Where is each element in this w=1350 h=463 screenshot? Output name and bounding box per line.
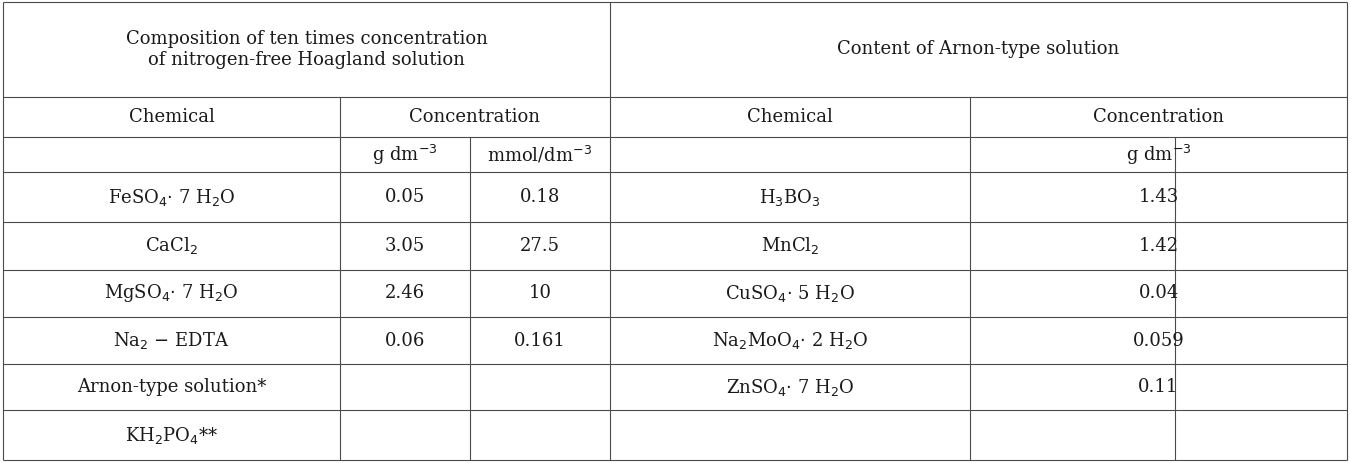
Text: CuSO$_4$$\cdot$ 5 H$_2$O: CuSO$_4$$\cdot$ 5 H$_2$O <box>725 283 855 304</box>
Text: Composition of ten times concentration
of nitrogen-free Hoagland solution: Composition of ten times concentration o… <box>126 30 487 69</box>
Text: Chemical: Chemical <box>128 108 215 126</box>
Text: Concentration: Concentration <box>1094 108 1224 126</box>
Text: 1.43: 1.43 <box>1138 188 1179 206</box>
Text: MnCl$_2$: MnCl$_2$ <box>761 236 819 257</box>
Text: Concentration: Concentration <box>409 108 540 126</box>
Text: ZnSO$_4$$\cdot$ 7 H$_2$O: ZnSO$_4$$\cdot$ 7 H$_2$O <box>726 376 855 398</box>
Text: 0.04: 0.04 <box>1138 284 1179 302</box>
Text: KH$_2$PO$_4$**: KH$_2$PO$_4$** <box>126 425 219 445</box>
Text: 0.06: 0.06 <box>385 332 425 350</box>
Text: Na$_2$ $-$ EDTA: Na$_2$ $-$ EDTA <box>113 330 230 351</box>
Text: 2.46: 2.46 <box>385 284 425 302</box>
Text: Arnon-type solution*: Arnon-type solution* <box>77 378 266 396</box>
Text: 0.059: 0.059 <box>1133 332 1184 350</box>
Text: mmol/dm$^{-3}$: mmol/dm$^{-3}$ <box>487 144 593 165</box>
Text: g dm$^{-3}$: g dm$^{-3}$ <box>373 143 437 167</box>
Text: 27.5: 27.5 <box>520 237 560 255</box>
Text: g dm$^{-3}$: g dm$^{-3}$ <box>1126 143 1191 167</box>
Text: 0.161: 0.161 <box>514 332 566 350</box>
Text: 0.05: 0.05 <box>385 188 425 206</box>
Text: H$_3$BO$_3$: H$_3$BO$_3$ <box>759 187 821 207</box>
Text: 10: 10 <box>528 284 552 302</box>
Text: Na$_2$MoO$_4$$\cdot$ 2 H$_2$O: Na$_2$MoO$_4$$\cdot$ 2 H$_2$O <box>711 330 868 351</box>
Text: FeSO$_4$$\cdot$ 7 H$_2$O: FeSO$_4$$\cdot$ 7 H$_2$O <box>108 187 235 207</box>
Text: 0.11: 0.11 <box>1138 378 1179 396</box>
Text: Content of Arnon-type solution: Content of Arnon-type solution <box>837 40 1119 58</box>
Text: 0.18: 0.18 <box>520 188 560 206</box>
Text: 3.05: 3.05 <box>385 237 425 255</box>
Text: Chemical: Chemical <box>747 108 833 126</box>
Text: 1.42: 1.42 <box>1138 237 1179 255</box>
Text: CaCl$_2$: CaCl$_2$ <box>144 236 198 257</box>
Text: MgSO$_4$$\cdot$ 7 H$_2$O: MgSO$_4$$\cdot$ 7 H$_2$O <box>104 282 239 305</box>
